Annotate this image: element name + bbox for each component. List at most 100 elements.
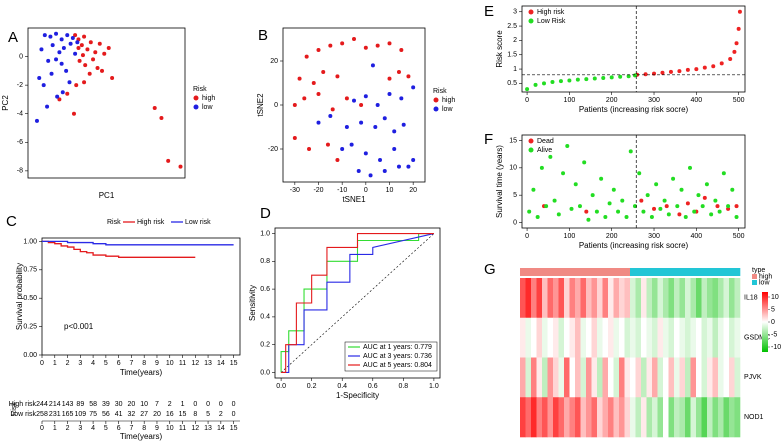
point bbox=[330, 107, 335, 112]
row-label: IL18 bbox=[744, 295, 758, 302]
risk-x-tick-label: 3 bbox=[78, 425, 82, 432]
heat-cell bbox=[663, 317, 669, 358]
heat-cell bbox=[707, 357, 713, 398]
heat-cell bbox=[613, 357, 620, 398]
heat-cell bbox=[690, 357, 697, 398]
heat-cell bbox=[641, 317, 647, 358]
point bbox=[91, 57, 96, 62]
heat-cell bbox=[542, 357, 548, 398]
y-tick-label: 0.50 bbox=[23, 295, 37, 302]
point bbox=[80, 53, 85, 58]
risk-x-tick-label: 9 bbox=[155, 425, 159, 432]
point bbox=[573, 182, 578, 187]
x-tick-label: 500 bbox=[733, 97, 745, 104]
type-cell bbox=[547, 268, 554, 276]
x-tick-label: 10 bbox=[166, 360, 174, 367]
heat-cell bbox=[630, 357, 636, 398]
heat-cell bbox=[531, 278, 537, 319]
point bbox=[561, 171, 566, 176]
heat-cell bbox=[718, 357, 724, 398]
y-tick-label: 0.4 bbox=[260, 314, 270, 321]
x-tick-label: 12 bbox=[191, 360, 199, 367]
point bbox=[387, 76, 392, 81]
legend-label: High risk bbox=[137, 219, 165, 226]
heat-cell bbox=[542, 317, 548, 358]
heat-cell bbox=[674, 357, 680, 398]
risk-x-tick-label: 4 bbox=[91, 425, 95, 432]
legend-title: type bbox=[752, 267, 765, 274]
point bbox=[590, 193, 595, 198]
type-cell bbox=[553, 268, 559, 276]
risk-count: 5 bbox=[206, 411, 210, 418]
risk-count: 27 bbox=[140, 411, 148, 418]
x-axis-label: Patients (increasing risk socre) bbox=[579, 105, 689, 114]
panel-label: C bbox=[6, 213, 17, 230]
heat-cell bbox=[723, 317, 730, 358]
point bbox=[382, 169, 387, 173]
point bbox=[730, 187, 735, 192]
legend-label: high bbox=[442, 97, 455, 104]
point bbox=[41, 83, 46, 88]
type-cell bbox=[712, 268, 719, 276]
heat-cell bbox=[734, 357, 741, 398]
heat-cell bbox=[525, 278, 532, 319]
risk-x-tick-label: 7 bbox=[129, 425, 133, 432]
point bbox=[93, 50, 98, 55]
heat-cell bbox=[630, 278, 636, 319]
heat-cell bbox=[690, 317, 697, 358]
legend-label: high bbox=[759, 273, 772, 280]
type-cell bbox=[707, 268, 713, 276]
x-tick-label: 14 bbox=[217, 360, 225, 367]
risk-count: 1 bbox=[181, 401, 185, 408]
heat-cell bbox=[690, 278, 697, 319]
type-cell bbox=[531, 268, 537, 276]
point bbox=[525, 87, 530, 92]
y-tick-label: 0 bbox=[513, 219, 517, 226]
heat-cell bbox=[569, 357, 576, 398]
point bbox=[594, 209, 599, 214]
point bbox=[49, 71, 54, 76]
point bbox=[363, 45, 368, 50]
point bbox=[106, 46, 111, 50]
legend-label: Alive bbox=[537, 147, 552, 154]
heat-cell bbox=[674, 397, 680, 438]
x-axis-label: 1-Specificity bbox=[336, 391, 379, 400]
point bbox=[39, 47, 44, 52]
heat-cell bbox=[608, 357, 614, 398]
point bbox=[316, 92, 321, 96]
point bbox=[586, 217, 591, 222]
legend-label: Low risk bbox=[185, 219, 211, 226]
risk-x-tick-label: 0 bbox=[40, 425, 44, 432]
point bbox=[702, 195, 707, 200]
point bbox=[325, 142, 330, 147]
heat-cell bbox=[734, 278, 741, 319]
point bbox=[726, 204, 731, 209]
type-cell bbox=[602, 268, 609, 276]
heat-cell bbox=[597, 317, 603, 358]
y-tick-label: 5 bbox=[513, 192, 517, 199]
heat-cell bbox=[668, 317, 675, 358]
risk-x-tick-label: 2 bbox=[66, 425, 70, 432]
point bbox=[694, 67, 699, 72]
panel-label: E bbox=[484, 3, 494, 20]
point bbox=[292, 136, 297, 140]
point bbox=[567, 78, 572, 83]
type-cell bbox=[663, 268, 669, 276]
heat-cell bbox=[531, 397, 537, 438]
legend-swatch bbox=[528, 138, 534, 144]
point bbox=[82, 80, 87, 85]
point bbox=[64, 68, 69, 73]
y-axis-label: tSNE2 bbox=[256, 93, 265, 117]
point bbox=[57, 97, 62, 102]
y-axis-label: Risk score bbox=[495, 30, 504, 68]
heat-cell bbox=[564, 397, 570, 438]
legend-label: Low Risk bbox=[537, 18, 566, 25]
risk-row-label: Low risk bbox=[10, 411, 36, 418]
heat-cell bbox=[690, 397, 697, 438]
heat-cell bbox=[624, 317, 631, 358]
heat-cell bbox=[685, 397, 691, 438]
point bbox=[737, 9, 742, 14]
risk-count: 143 bbox=[62, 401, 74, 408]
legend-label: high bbox=[202, 95, 215, 102]
point bbox=[77, 58, 82, 63]
